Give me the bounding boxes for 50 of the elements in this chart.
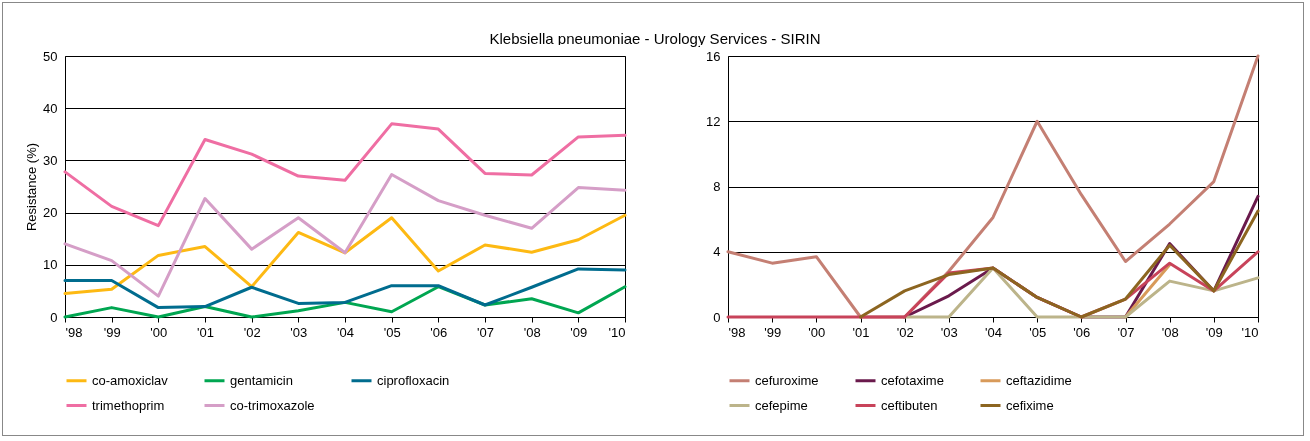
- chart-title: Klebsiella pneumoniae - Urology Services - SIRIN: [488, 30, 822, 47]
- legend-label: ceftibuten: [881, 397, 938, 413]
- legend-label: co-amoxiclav: [92, 372, 169, 388]
- y-tick-label: 4: [713, 244, 721, 260]
- x-tick-label: '07: [477, 324, 494, 340]
- y-tick-label: 50: [43, 48, 58, 64]
- x-tick-label: '05: [383, 324, 401, 340]
- legend-label: trimethoprim: [92, 397, 165, 413]
- x-tick-label: '08: [523, 324, 541, 340]
- x-tick-label: '01: [197, 324, 214, 340]
- y-tick-label: 10: [43, 257, 58, 273]
- x-tick-label: '06: [1073, 324, 1091, 340]
- x-tick-label: '01: [852, 324, 870, 340]
- x-tick-label: '08: [1161, 324, 1179, 340]
- y-tick-label: 20: [43, 205, 58, 221]
- x-tick-label: '07: [1117, 324, 1135, 340]
- x-tick-label: '10: [1241, 324, 1259, 340]
- x-tick-label: '04: [337, 324, 354, 340]
- x-tick-label: '02: [896, 324, 914, 340]
- legend-label: cefepime: [755, 397, 808, 413]
- legend-label: cefotaxime: [881, 372, 944, 388]
- y-tick-label: 40: [43, 100, 58, 116]
- x-tick-label: '02: [243, 324, 261, 340]
- y-tick-label: 16: [706, 48, 721, 64]
- legend-label: ceftazidime: [1006, 372, 1072, 388]
- legend-label: co-trimoxazole: [230, 397, 315, 413]
- x-tick-label: '98: [65, 324, 83, 340]
- x-tick-label: '05: [1029, 324, 1047, 340]
- legend-label: ciprofloxacin: [377, 372, 450, 388]
- x-tick-label: '99: [103, 324, 121, 340]
- x-tick-label: '03: [290, 324, 308, 340]
- x-tick-label: '00: [808, 324, 826, 340]
- x-tick-label: '00: [150, 324, 168, 340]
- legend-label: cefixime: [1006, 397, 1054, 413]
- legend-label: cefuroxime: [755, 372, 819, 388]
- y-tick-label: 12: [706, 113, 721, 129]
- y-tick-label: 8: [713, 179, 721, 194]
- x-tick-label: '03: [940, 324, 958, 340]
- y-axis-title: Resistance (%): [24, 142, 40, 232]
- x-tick-label: '10: [608, 324, 626, 340]
- y-tick-label: 0: [50, 309, 58, 325]
- legend-label: gentamicin: [230, 372, 293, 388]
- x-tick-label: '06: [430, 324, 448, 340]
- y-tick-label: 30: [43, 152, 58, 168]
- x-tick-label: '09: [1205, 324, 1223, 340]
- x-tick-label: '99: [764, 324, 782, 340]
- x-tick-label: '98: [728, 324, 746, 340]
- x-tick-label: '04: [985, 324, 1002, 340]
- y-tick-label: 0: [713, 309, 721, 325]
- x-tick-label: '09: [570, 324, 588, 340]
